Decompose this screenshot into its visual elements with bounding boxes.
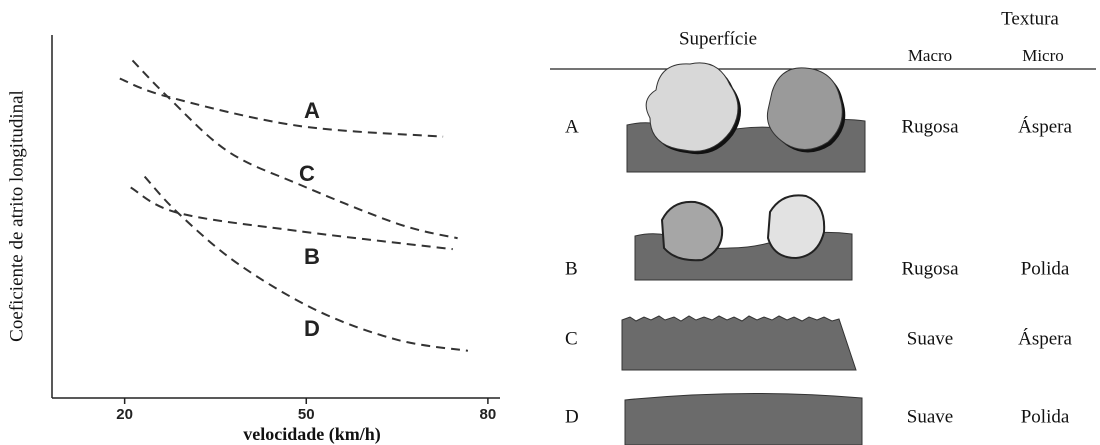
micro-cell: Áspera bbox=[1018, 115, 1072, 137]
surface-c bbox=[621, 315, 857, 371]
micro-cell: Polida bbox=[1021, 406, 1070, 427]
micro-cell: Polida bbox=[1021, 258, 1070, 279]
surface-a bbox=[626, 62, 866, 173]
series-label: C bbox=[299, 161, 315, 186]
x-tick-label: 50 bbox=[298, 406, 315, 423]
x-tick-label: 80 bbox=[480, 406, 497, 423]
row-label: B bbox=[565, 258, 578, 279]
micro-cell: Áspera bbox=[1018, 327, 1072, 349]
series-line bbox=[119, 77, 444, 138]
series-line bbox=[143, 175, 469, 352]
macro-cell: Suave bbox=[907, 406, 953, 427]
header-macro: Macro bbox=[908, 46, 952, 65]
header-surface: Superfície bbox=[679, 28, 757, 49]
macro-cell: Rugosa bbox=[902, 258, 960, 279]
series-label: D bbox=[304, 316, 320, 341]
series-line bbox=[131, 59, 458, 240]
row-label: D bbox=[565, 406, 579, 427]
macro-cell: Rugosa bbox=[902, 116, 960, 137]
surface-d bbox=[624, 392, 863, 445]
series-label: B bbox=[304, 244, 320, 269]
surface-b bbox=[634, 194, 853, 281]
row-label: C bbox=[565, 328, 578, 349]
series-label: A bbox=[304, 98, 320, 123]
plot-area: 20 50 80 A B C D bbox=[116, 59, 497, 423]
row-label: A bbox=[565, 116, 579, 137]
y-axis-label: Coeficiente de atrito longitudinal bbox=[6, 90, 27, 342]
series-line bbox=[130, 186, 453, 251]
header-micro: Micro bbox=[1022, 46, 1064, 65]
x-axis-label: velocidade (km/h) bbox=[243, 424, 381, 445]
x-tick-label: 20 bbox=[116, 406, 133, 423]
header-texture: Textura bbox=[1001, 8, 1059, 29]
macro-cell: Suave bbox=[907, 328, 953, 349]
